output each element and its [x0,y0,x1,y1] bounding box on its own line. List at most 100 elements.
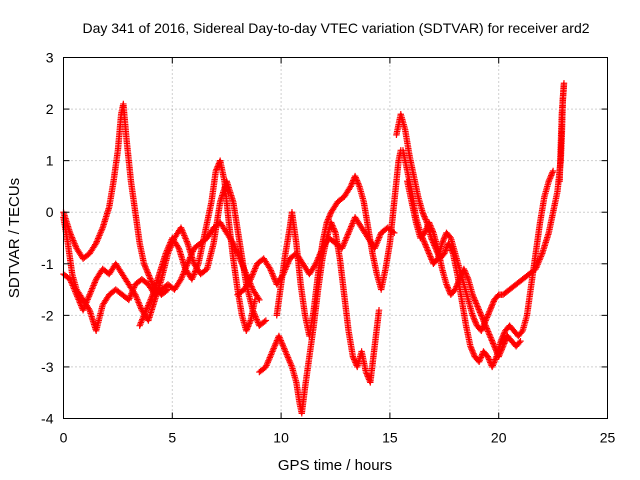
data-point [470,293,477,300]
data-point [488,304,495,311]
data-point [490,341,497,349]
data-point [481,320,489,328]
data-point [483,325,491,332]
data-point [474,303,481,310]
data-point [467,343,474,350]
plot-frame [63,57,608,419]
data-point [351,357,358,365]
data-point [501,338,509,346]
data-point [362,368,370,376]
data-point [477,355,484,363]
data-point [473,301,481,309]
data-point [330,225,337,232]
data-point [483,314,491,321]
data-point [425,250,433,257]
data-point [255,295,262,302]
data-point [439,238,446,245]
y-tick-label: 0 [46,204,54,220]
data-point [477,354,485,361]
data-point [470,313,477,321]
data-point [324,216,332,223]
data-point [501,340,508,347]
data-point [478,326,486,333]
data-point [348,180,356,187]
data-point [419,209,426,216]
data-point [461,268,469,276]
y-tick-label: 3 [46,50,54,66]
data-point [354,178,361,186]
data-point [325,214,332,222]
data-point [421,239,428,247]
data-points [60,80,568,417]
data-point [438,239,446,247]
data-point [469,291,476,298]
data-point [471,295,478,303]
data-point [142,265,150,272]
data-point [498,346,506,353]
data-point [468,346,475,353]
data-point [421,229,428,237]
data-point [427,223,435,231]
series-track [60,100,172,298]
data-point [486,308,493,315]
data-point [463,273,471,280]
data-point [443,281,450,288]
data-point [457,273,464,280]
series-track [393,111,557,371]
data-point [353,177,361,184]
data-point [471,297,479,304]
series-track [273,147,404,340]
data-point [492,346,499,353]
data-point [485,329,492,337]
data-point [490,360,497,368]
data-point [349,353,357,360]
data-point [174,243,182,251]
data-point [140,260,148,267]
x-tick-label: 10 [273,430,289,446]
data-point [478,327,485,335]
data-point [351,172,359,180]
x-tick-label: 5 [168,430,176,446]
data-point [420,211,427,219]
data-point [485,354,492,362]
data-point [244,323,252,330]
data-point [214,163,221,170]
data-point [486,331,493,338]
data-point [495,353,502,360]
data-point [489,362,496,369]
data-point [424,247,432,254]
data-point [375,307,383,314]
data-point [478,312,485,319]
data-point [484,353,492,360]
data-point [456,276,463,283]
x-tick-label: 25 [600,430,616,446]
data-point [492,356,499,363]
data-point [547,173,554,181]
data-point [499,343,507,350]
data-point [472,319,479,326]
data-point [455,279,462,286]
data-point [426,220,433,228]
data-point [329,223,337,231]
data-point [427,254,435,262]
data-point [463,271,470,279]
y-tick-label: 1 [46,153,54,169]
data-point [469,348,477,356]
data-point [144,269,151,276]
x-tick-label: 15 [382,430,398,446]
data-point [491,343,498,350]
data-point [143,266,150,273]
data-point [422,228,429,235]
data-point [163,287,170,294]
data-point [440,235,448,242]
data-point [243,327,250,335]
data-point [483,323,490,331]
data-point [323,219,330,226]
data-point [486,332,494,340]
y-tick-label: -4 [41,411,54,427]
data-point [421,214,429,222]
data-point [419,210,427,217]
y-tick-label: 2 [46,101,54,117]
data-point [460,265,468,273]
